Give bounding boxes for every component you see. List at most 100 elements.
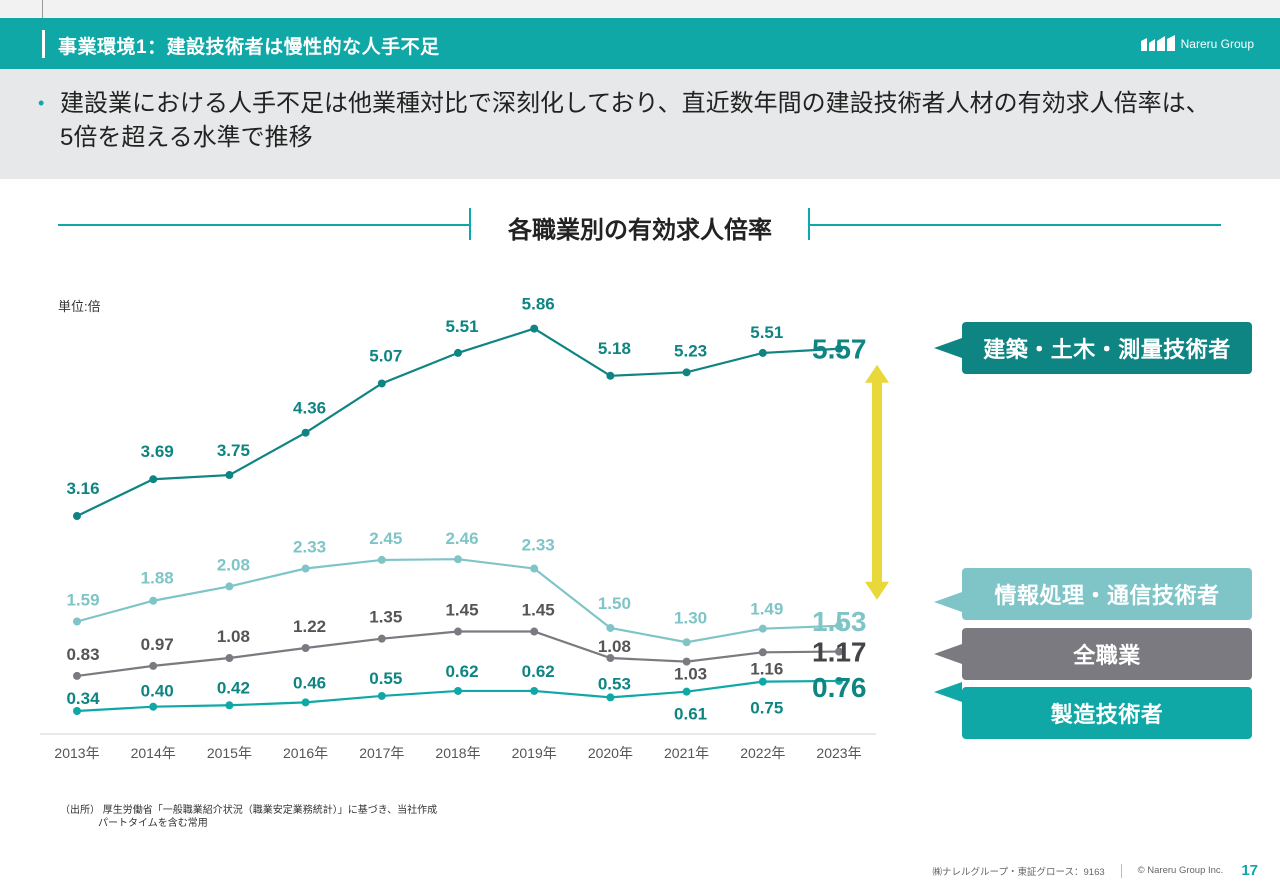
x-tick-label: 2014年 <box>131 745 176 761</box>
end-value-label-it: 1.53 <box>812 606 867 637</box>
data-point-all-jobs <box>835 647 843 656</box>
legend-all-jobs: 全職業 <box>962 628 1252 680</box>
nareru-logo-icon <box>1140 35 1175 51</box>
data-point-it <box>73 617 81 626</box>
data-point-it <box>682 638 691 647</box>
data-point-it <box>835 621 843 630</box>
source-line-1: （出所） 厚生労働省「一般職業紹介状況（職業安定業務統計）」に基づき、当社作成 <box>60 805 438 816</box>
legend-construction: 建築・土木・測量技術者 <box>962 322 1252 374</box>
data-point-all-jobs <box>225 654 234 663</box>
data-point-all-jobs <box>454 627 462 636</box>
data-label-manufacturing: 0.34 <box>66 689 100 708</box>
data-label-all-jobs: 1.35 <box>369 608 402 627</box>
slide-footer: ㈱ナレルグループ・東証グロース：9163 © Nareru Group Inc.… <box>933 862 1258 879</box>
legend-pointer-all-jobs <box>934 644 962 664</box>
source-line-2: パートタイムを含む常用 <box>98 818 208 829</box>
data-label-all-jobs: 1.03 <box>674 665 707 684</box>
data-label-manufacturing: 0.62 <box>445 662 478 681</box>
data-label-manufacturing: 0.61 <box>674 705 707 724</box>
data-point-manufacturing <box>530 686 539 695</box>
data-label-it: 1.49 <box>750 600 783 619</box>
data-point-manufacturing <box>454 686 462 695</box>
data-point-it <box>377 555 386 564</box>
data-point-construction <box>530 324 539 333</box>
data-label-it: 2.33 <box>522 536 555 555</box>
legend-it: 情報処理・通信技術者 <box>962 568 1252 620</box>
data-label-construction: 3.69 <box>141 442 174 461</box>
chart-title: 各職業別の有効求人倍率 <box>508 217 772 244</box>
lead-bullet: • <box>38 93 45 113</box>
data-label-manufacturing: 0.75 <box>750 699 783 718</box>
x-tick-label: 2016年 <box>283 745 328 761</box>
data-label-manufacturing: 0.42 <box>217 678 250 697</box>
legend-all-jobs-text: 全職業 <box>1073 643 1141 668</box>
data-label-manufacturing: 0.46 <box>293 673 326 692</box>
data-point-all-jobs <box>73 671 81 680</box>
x-tick-label: 2023年 <box>816 745 861 761</box>
data-point-all-jobs <box>301 643 310 652</box>
data-label-manufacturing: 0.40 <box>141 682 174 701</box>
data-label-all-jobs: 1.45 <box>522 601 555 620</box>
data-label-all-jobs: 1.45 <box>445 601 478 620</box>
slide-header: 事業環境1：建設技術者は慢性的な人手不足 Nareru Group <box>0 18 1280 69</box>
data-point-manufacturing <box>682 687 691 696</box>
legend-it-text: 情報処理・通信技術者 <box>994 583 1220 608</box>
data-point-it <box>758 624 767 633</box>
data-label-it: 1.30 <box>674 608 707 627</box>
data-label-manufacturing: 0.55 <box>369 669 402 688</box>
data-point-construction <box>606 371 615 380</box>
x-tick-label: 2021年 <box>664 745 709 761</box>
lead-text: 建設業における人手不足は他業種対比で深刻化しており、直近数年間の建設技術者人材の… <box>60 90 1210 151</box>
data-point-manufacturing <box>225 701 234 710</box>
gap-arrow-shaft <box>872 380 882 584</box>
data-point-manufacturing <box>835 676 843 685</box>
x-tick-label: 2019年 <box>512 745 557 761</box>
data-point-manufacturing <box>149 702 158 711</box>
data-point-manufacturing <box>758 677 767 686</box>
data-point-construction <box>73 512 81 520</box>
page-number: 17 <box>1241 862 1258 879</box>
data-label-construction: 5.51 <box>750 323 783 342</box>
data-point-construction <box>758 348 767 357</box>
data-point-all-jobs <box>682 657 691 666</box>
legend-manufacturing-text: 製造技術者 <box>1050 702 1164 727</box>
end-value-label-all-jobs: 1.17 <box>812 637 867 668</box>
data-label-it: 2.33 <box>293 538 326 557</box>
x-tick-label: 2017年 <box>359 745 404 761</box>
data-point-construction <box>301 428 310 437</box>
data-label-construction: 4.36 <box>293 399 326 418</box>
data-point-all-jobs <box>377 634 386 643</box>
data-point-construction <box>225 471 234 480</box>
x-tick-label: 2020年 <box>588 745 633 761</box>
x-tick-label: 2013年 <box>54 745 99 761</box>
legend-manufacturing: 製造技術者 <box>962 687 1252 739</box>
data-label-construction: 5.86 <box>522 295 555 314</box>
source-note: （出所） 厚生労働省「一般職業紹介状況（職業安定業務統計）」に基づき、当社作成 … <box>60 804 437 830</box>
title-rule-right <box>809 224 1221 226</box>
data-point-construction <box>377 379 386 388</box>
data-point-all-jobs <box>149 661 158 670</box>
data-point-all-jobs <box>530 627 539 636</box>
data-point-it <box>225 582 234 591</box>
data-point-manufacturing <box>301 698 310 707</box>
legend-pointer-construction <box>934 338 962 358</box>
data-point-manufacturing <box>377 691 386 700</box>
logo-text: Nareru Group <box>1180 37 1254 51</box>
data-point-all-jobs <box>758 648 767 657</box>
data-label-it: 1.88 <box>141 569 174 588</box>
data-label-all-jobs: 1.08 <box>217 627 250 646</box>
footer-copyright: © Nareru Group Inc. <box>1137 865 1224 876</box>
end-value-label-manufacturing: 0.76 <box>812 672 867 703</box>
title-bar-left <box>469 208 471 240</box>
data-point-it <box>530 564 539 573</box>
x-tick-label: 2015年 <box>207 745 252 761</box>
data-label-manufacturing: 0.62 <box>522 662 555 681</box>
legend-construction-text: 建築・土木・測量技術者 <box>983 337 1231 362</box>
data-label-construction: 5.51 <box>445 317 478 336</box>
gap-arrow-head-up <box>865 364 889 383</box>
top-strip <box>0 0 1280 18</box>
data-label-it: 2.45 <box>369 529 402 548</box>
top-strip-tick <box>42 0 43 18</box>
data-label-all-jobs: 1.16 <box>750 659 783 678</box>
